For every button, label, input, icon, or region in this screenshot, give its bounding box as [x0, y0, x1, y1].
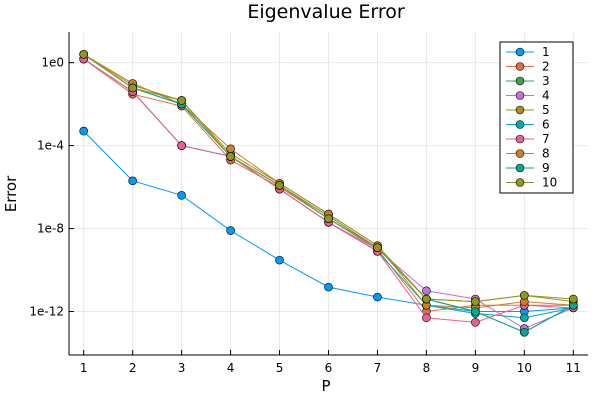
- legend-item: 7: [506, 132, 550, 146]
- data-point: [226, 152, 235, 161]
- x-tick-label: 3: [178, 361, 186, 375]
- legend-label: 10: [542, 176, 557, 190]
- y-axis-ticks: 1e0 1e-4 1e-8 1e-12: [29, 56, 74, 319]
- data-point: [569, 294, 578, 304]
- data-point: [177, 191, 186, 200]
- data-point: [226, 144, 235, 154]
- data-point: [471, 307, 480, 316]
- x-tick-label: 7: [374, 361, 382, 375]
- legend-label: 4: [542, 89, 550, 103]
- legend-marker: [515, 178, 525, 187]
- legend-label: 6: [542, 118, 550, 132]
- data-point: [471, 297, 480, 306]
- legend-label: 5: [542, 103, 550, 117]
- legend-marker: [515, 120, 525, 129]
- data-point: [520, 327, 529, 337]
- x-tick-label: 8: [423, 361, 431, 375]
- legend-marker: [515, 76, 525, 86]
- data-point: [324, 214, 333, 223]
- x-axis-label: P: [321, 377, 330, 395]
- data-point: [79, 50, 88, 59]
- legend-label: 7: [542, 132, 550, 146]
- data-point: [422, 294, 431, 304]
- legend-item: 2: [506, 60, 550, 74]
- x-tick-label: 9: [472, 361, 480, 375]
- y-tick-label: 1e-8: [37, 222, 64, 236]
- data-point: [373, 243, 382, 252]
- legend-label: 9: [542, 161, 550, 175]
- data-point: [226, 226, 235, 235]
- legend-item: 5: [506, 103, 550, 117]
- legend-label: 3: [542, 74, 550, 88]
- y-tick-label: 1e-4: [37, 139, 64, 153]
- legend-marker: [515, 105, 525, 115]
- legend-marker: [515, 134, 525, 144]
- legend-box: [499, 41, 574, 194]
- legend-marker: [515, 47, 525, 57]
- legend-item: 4: [506, 89, 550, 103]
- legend-item: 8: [506, 147, 550, 161]
- data-point: [275, 255, 284, 265]
- data-point: [520, 313, 529, 323]
- x-tick-label: 2: [129, 361, 137, 375]
- data-point: [324, 282, 333, 292]
- series-group: [79, 50, 578, 337]
- x-tick-label: 5: [276, 361, 284, 375]
- legend-item: 1: [506, 45, 550, 59]
- data-point: [520, 291, 529, 300]
- x-tick-label: 11: [566, 361, 581, 375]
- data-point: [422, 286, 431, 296]
- legend-item: 6: [506, 118, 550, 132]
- data-point: [128, 83, 137, 93]
- data-point: [79, 126, 88, 136]
- y-axis-label: Error: [2, 175, 20, 212]
- legend-item: 3: [506, 74, 550, 88]
- data-point: [128, 176, 137, 186]
- x-tick-label: 4: [227, 361, 235, 375]
- legend-marker: [515, 163, 525, 173]
- x-tick-label: 6: [325, 361, 333, 375]
- legend-item: 9: [506, 161, 550, 175]
- data-point: [422, 313, 431, 323]
- legend-label: 8: [542, 147, 550, 161]
- series-10: [79, 50, 578, 306]
- legend-marker: [515, 62, 525, 71]
- x-tick-label: 1: [80, 361, 88, 375]
- legend-marker: [515, 149, 525, 158]
- data-point: [275, 181, 284, 190]
- x-axis-ticks: 1 2 3 4 5 6 7 8 9 10 11: [80, 350, 581, 375]
- data-point: [177, 141, 186, 150]
- legend-item: 10: [506, 176, 557, 190]
- y-tick-label: 1e0: [41, 56, 64, 70]
- data-point: [373, 292, 382, 302]
- data-point: [471, 318, 480, 327]
- chart-title: Eigenvalue Error: [247, 1, 405, 23]
- legend-label: 1: [542, 45, 550, 59]
- legend-label: 2: [542, 60, 550, 74]
- x-tick-label: 10: [517, 361, 532, 375]
- data-point: [177, 96, 186, 105]
- legend-marker: [515, 91, 525, 100]
- y-tick-label: 1e-12: [29, 305, 64, 319]
